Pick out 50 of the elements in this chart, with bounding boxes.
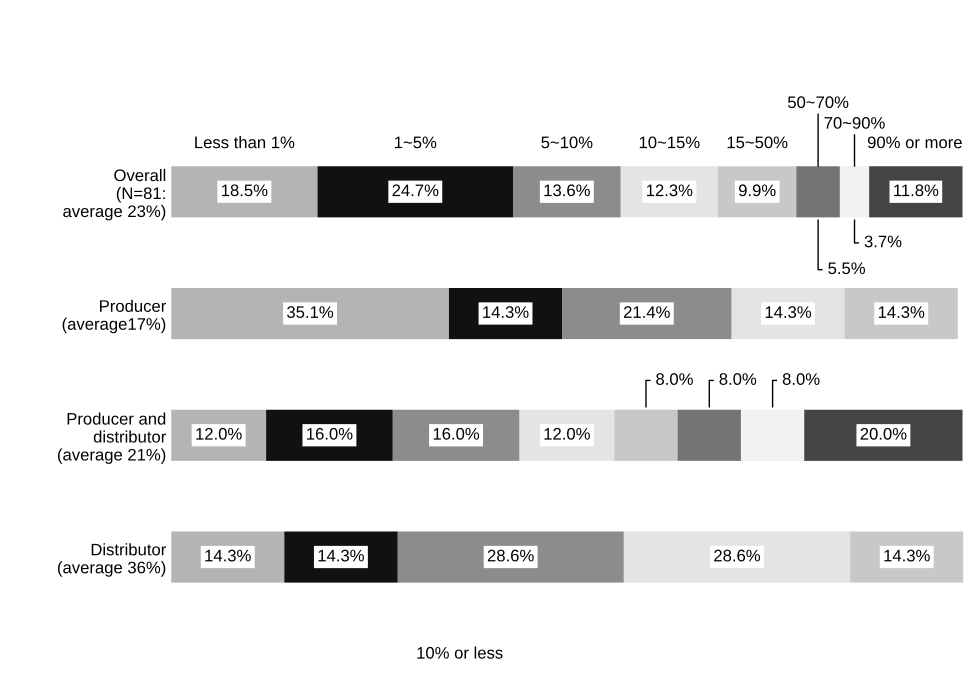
data-label: 18.5%: [222, 184, 268, 196]
bar: [171, 288, 449, 340]
bar: [840, 166, 870, 218]
data-label: 12.0%: [544, 428, 590, 440]
data-label: 5.5%: [828, 262, 865, 274]
series-label: 1~5%: [395, 136, 436, 148]
bar: [624, 531, 850, 583]
text: 70~90%: [824, 117, 885, 129]
y-tick-label: Overall (N=81: average 23%): [63, 168, 166, 220]
data-label: 16.0%: [434, 428, 480, 440]
series-label: 10~15%: [640, 136, 700, 148]
data-label: 14.3%: [483, 306, 529, 318]
bar: [796, 166, 840, 218]
bar: [678, 410, 741, 461]
data-label: 3.7%: [864, 236, 902, 248]
data-label: 9.9%: [738, 184, 776, 196]
data-label: 16.0%: [307, 428, 352, 440]
data-label: 12.3%: [646, 184, 692, 196]
data-label: 24.7%: [392, 184, 438, 196]
data-label: 14.3%: [205, 550, 251, 562]
bar: [562, 288, 732, 340]
series-label: 90% or more: [868, 136, 962, 148]
data-label: 8.0%: [656, 373, 693, 385]
data-label: 14.3%: [766, 306, 812, 318]
bar: [740, 410, 804, 461]
data-label: 14.3%: [318, 550, 364, 562]
data-label: 12.0%: [196, 428, 242, 440]
text: 50~70%: [788, 96, 848, 108]
data-label: 13.6%: [544, 184, 590, 196]
data-label: 20.0%: [860, 428, 906, 440]
data-label: 35.1%: [287, 306, 334, 318]
data-label: 8.0%: [782, 373, 820, 385]
data-label: 14.3%: [878, 306, 924, 318]
bar: [614, 410, 678, 461]
data-label: 28.6%: [714, 550, 760, 562]
y-tick-label: Distributor (average 36%): [58, 543, 166, 577]
data-label: 28.6%: [488, 550, 534, 562]
series-label: Less than 1%: [195, 136, 294, 148]
bar: [804, 410, 963, 461]
series-label: 15~50%: [728, 136, 788, 148]
data-label: 21.4%: [624, 306, 670, 318]
bar: [397, 531, 624, 583]
series-label: 5~10%: [541, 136, 592, 148]
data-label: 14.3%: [884, 550, 930, 562]
text: 10% or less: [417, 646, 503, 659]
y-tick-label: Producer and distributor (average 21%): [58, 412, 166, 464]
data-label: 11.8%: [894, 184, 938, 196]
bar: [318, 166, 514, 218]
data-label: 8.0%: [720, 373, 756, 385]
y-tick-label: Producer (average17%): [62, 300, 166, 334]
